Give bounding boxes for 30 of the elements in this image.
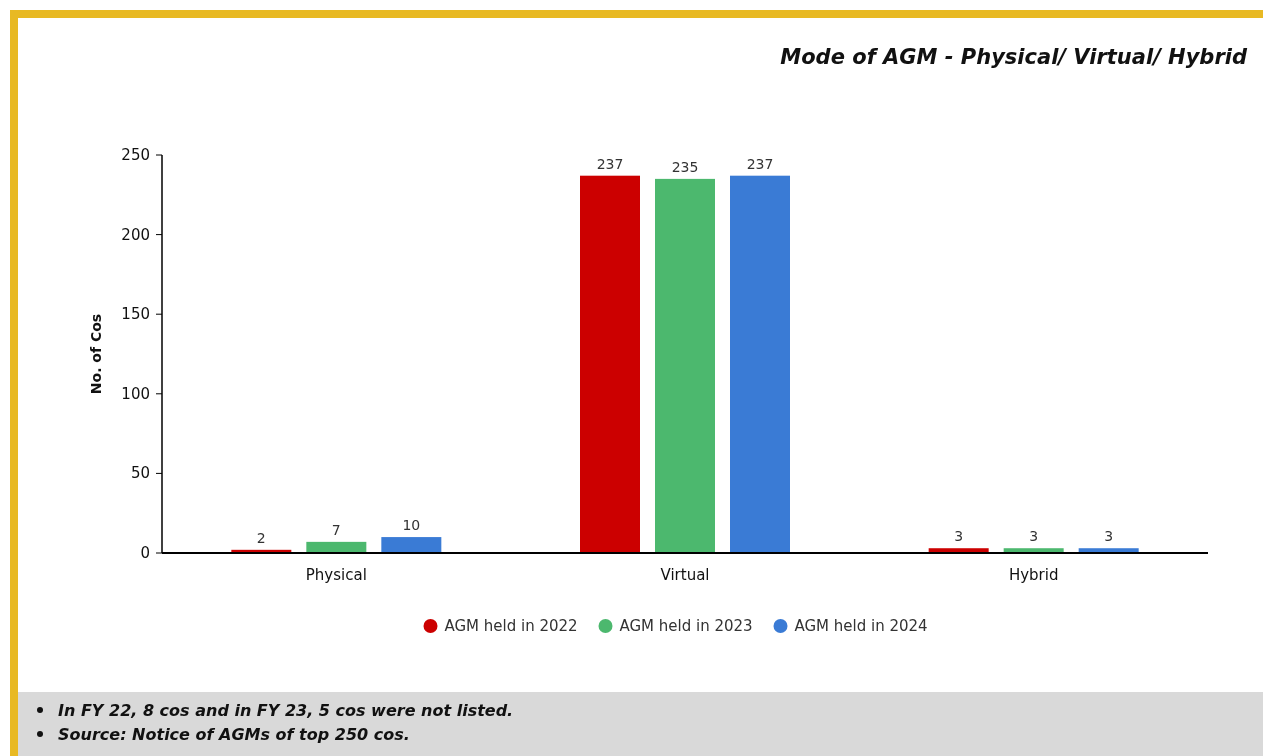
data-label: 3	[1029, 528, 1039, 545]
bar	[580, 175, 640, 553]
legend-label: AGM held in 2023	[619, 617, 753, 635]
y-tick-label: 0	[140, 544, 150, 562]
y-tick-label: 100	[121, 384, 150, 403]
bar	[730, 175, 790, 553]
x-tick-label: Virtual	[660, 566, 710, 584]
data-label: 3	[954, 528, 964, 545]
legend-label: AGM held in 2024	[794, 617, 928, 635]
x-tick-label: Hybrid	[1008, 566, 1059, 584]
y-tick-label: 50	[130, 464, 150, 483]
source-note: Source: Notice of AGMs of top 250 cos.	[58, 725, 410, 744]
y-tick-label: 200	[121, 225, 150, 244]
x-tick-label: Physical	[305, 566, 367, 584]
data-label: 237	[746, 155, 774, 172]
y-tick-label: 250	[121, 146, 150, 164]
legend-label: AGM held in 2022	[444, 617, 578, 635]
data-label: 3	[1104, 528, 1114, 545]
data-label: 10	[402, 517, 421, 534]
y-axis-title: No. of Cos	[88, 313, 104, 395]
data-label: 235	[671, 158, 699, 175]
text: In FY 22, 8 cos and in FY 23, 5 cos were not listed.	[58, 701, 514, 720]
y-tick-label: 150	[121, 305, 150, 324]
bar	[381, 537, 442, 553]
chart-title: Mode of AGM - Physical/ Virtual/ Hybrid	[780, 45, 1248, 69]
data-label: 237	[596, 155, 624, 172]
bar	[306, 541, 367, 553]
bar	[655, 178, 715, 553]
data-label: 2	[256, 529, 266, 546]
data-label: 7	[331, 521, 341, 538]
